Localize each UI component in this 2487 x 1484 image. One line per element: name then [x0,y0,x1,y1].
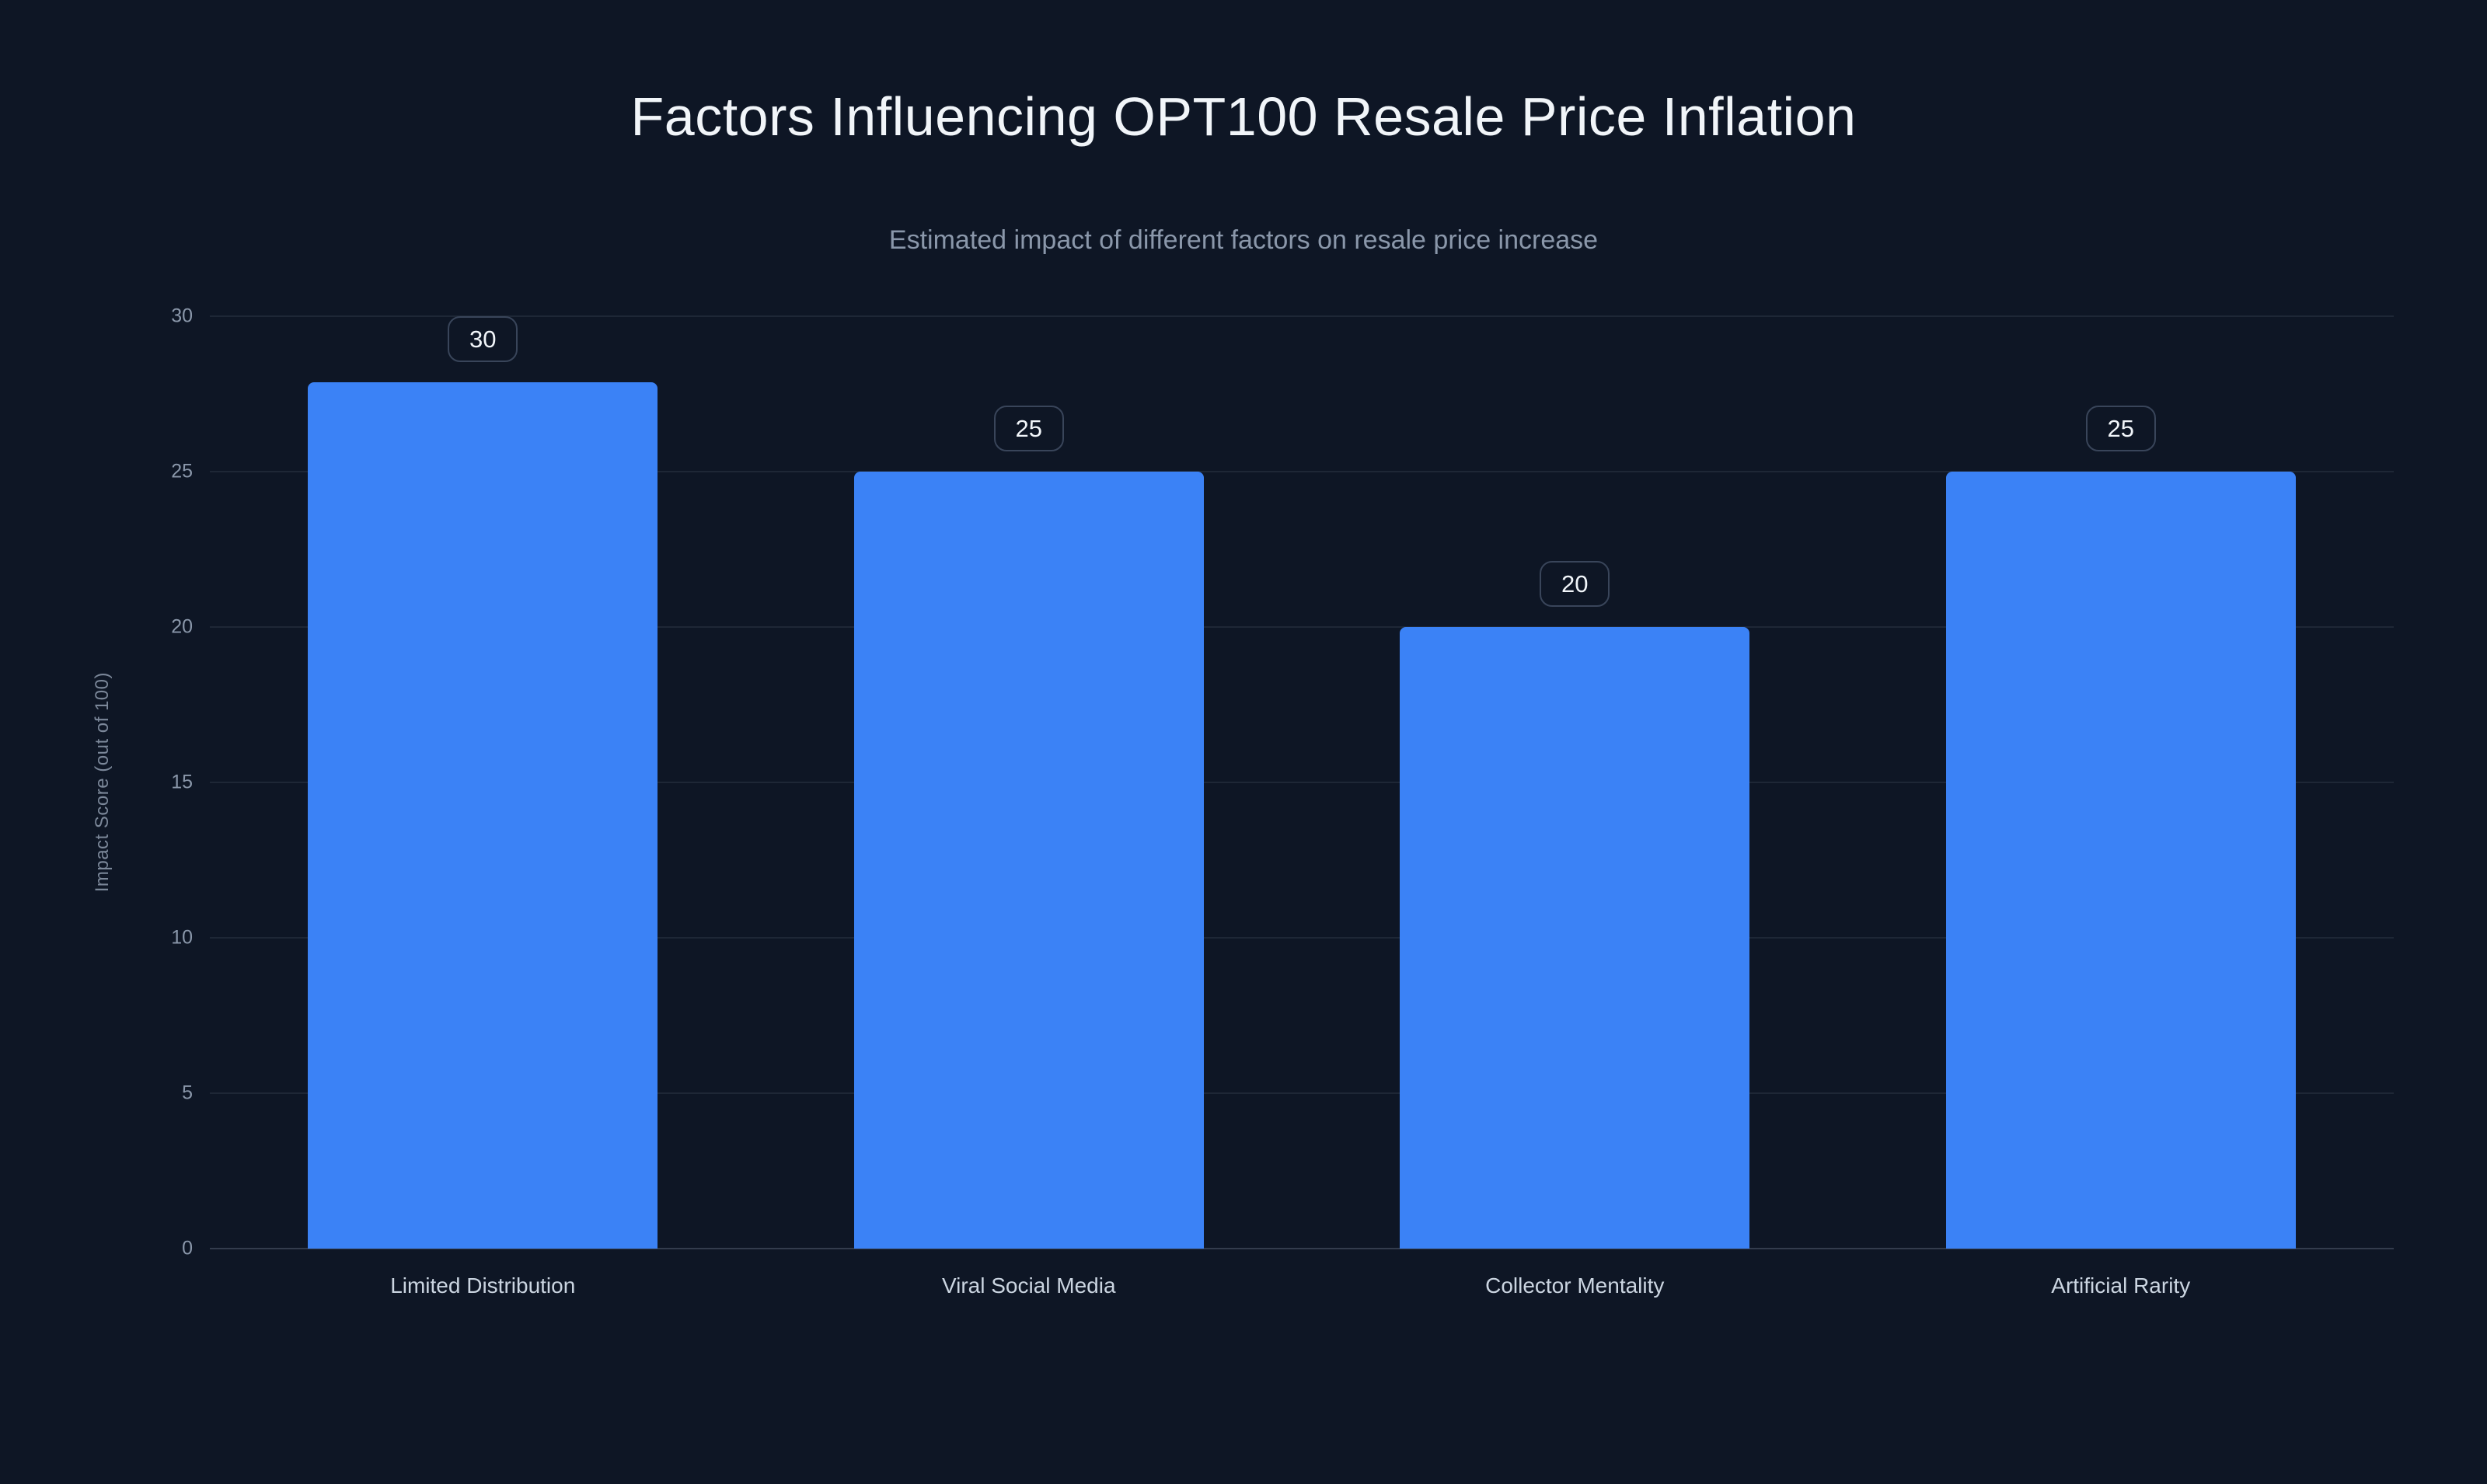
bar-chart: Impact Score (out of 100) 0 5 10 15 20 25 30 30… [0,306,2487,1298]
gridline-y-20 [210,626,2394,628]
bar-viral-social-media [853,472,1204,1249]
value-label-artificial-rarity: 25 [2085,406,2156,451]
gridline-y-5 [210,1092,2394,1094]
gridline-y-15 [210,782,2394,783]
y-tick-label-20: 20 [171,615,193,638]
bar-slot-limited-distribution: 30 Limited Distribution [210,316,756,1298]
chart-title: Factors Influencing OPT100 Resale Price … [630,86,1857,147]
x-category-label-collector-mentality: Collector Mentality [1485,1273,1665,1298]
x-category-label-viral-social-media: Viral Social Media [941,1273,1116,1298]
bar-limited-distribution [308,382,658,1249]
bar-slots: 30 Limited Distribution 25 Viral Social Med… [210,316,2395,1298]
bar-slot-viral-social-media: 25 Viral Social Media [756,316,1303,1298]
gridline-y-25 [210,471,2394,472]
y-tick-label-25: 25 [171,460,193,482]
bar-slot-artificial-rarity: 25 Artificial Rarity [1848,316,2395,1298]
gridline-y-30 [210,315,2394,317]
y-tick-label-0: 0 [182,1237,193,1259]
y-tick-label-15: 15 [171,771,193,793]
gridline-y-0 [210,1248,2394,1249]
y-tick-label-5: 5 [182,1082,193,1104]
value-label-viral-social-media: 25 [993,406,1064,451]
bar-artificial-rarity [1945,472,2296,1249]
chart-page: Factors Influencing OPT100 Resale Price … [0,85,2487,1298]
x-category-label-artificial-rarity: Artificial Rarity [2051,1273,2191,1298]
gridline-y-10 [210,937,2394,939]
y-axis-title: Impact Score (out of 100) [92,316,113,1249]
value-label-limited-distribution: 30 [448,316,518,362]
y-axis-title-text: Impact Score (out of 100) [92,672,113,893]
plot-area: 0 5 10 15 20 25 30 30 Limited Distribution 25 Vira… [171,306,2395,1298]
x-category-label-limited-distribution: Limited Distribution [390,1273,576,1298]
y-tick-label-30: 30 [171,305,193,327]
bar-collector-mentality [1400,627,1750,1249]
value-label-collector-mentality: 20 [1540,561,1610,607]
bar-slot-collector-mentality: 20 Collector Mentality [1302,316,1848,1298]
chart-subtitle: Estimated impact of different factors on… [888,225,1599,255]
y-tick-label-10: 10 [171,926,193,949]
